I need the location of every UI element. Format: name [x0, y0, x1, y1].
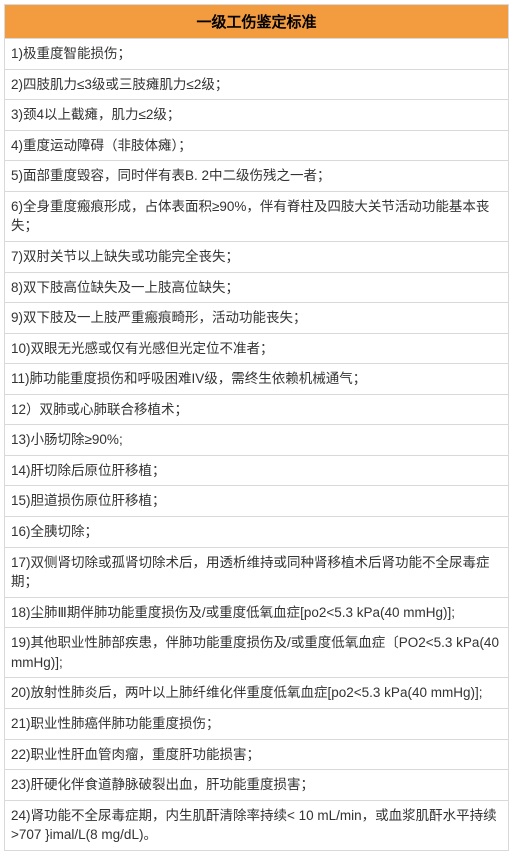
table-row: 20)放射性肺炎后，两叶以上肺纤维化伴重度低氧血症[po2<5.3 kPa(40… [5, 678, 509, 709]
table-cell: 23)肝硬化伴食道静脉破裂出血，肝功能重度损害； [5, 770, 509, 801]
table-cell: 19)其他职业性肺部疾患，伴肺功能重度损伤及/或重度低氧血症〔PO2<5.3 k… [5, 628, 509, 678]
table-row: 9)双下肢及一上肢严重瘢痕畸形，活动功能丧失； [5, 303, 509, 334]
table-row: 13)小肠切除≥90%; [5, 425, 509, 456]
table-cell: 16)全胰切除； [5, 517, 509, 548]
table-row: 16)全胰切除； [5, 517, 509, 548]
table-cell: 15)胆道损伤原位肝移植； [5, 486, 509, 517]
table-cell: 20)放射性肺炎后，两叶以上肺纤维化伴重度低氧血症[po2<5.3 kPa(40… [5, 678, 509, 709]
table-cell: 4)重度运动障碍（非肢体瘫）； [5, 130, 509, 161]
table-row: 15)胆道损伤原位肝移植； [5, 486, 509, 517]
table-row: 22)职业性肝血管肉瘤，重度肝功能损害； [5, 739, 509, 770]
table-row: 11)肺功能重度损伤和呼吸困难IV级，需终生依赖机械通气； [5, 364, 509, 395]
table-cell: 10)双眼无光感或仅有光感但光定位不准者； [5, 333, 509, 364]
table-cell: 12）双肺或心肺联合移植术； [5, 394, 509, 425]
table-cell: 18)尘肺Ⅲ期伴肺功能重度损伤及/或重度低氧血症[po2<5.3 kPa(40 … [5, 597, 509, 628]
table-cell: 6)全身重度瘢痕形成，占体表面积≥90%，伴有脊柱及四肢大关节活动功能基本丧失； [5, 191, 509, 241]
table-body: 1)极重度智能损伤；2)四肢肌力≤3级或三肢瘫肌力≤2级；3)颈4以上截瘫，肌力… [5, 39, 509, 851]
table-row: 7)双肘关节以上缺失或功能完全丧失； [5, 241, 509, 272]
table-cell: 21)职业性肺癌伴肺功能重度损伤； [5, 708, 509, 739]
table-row: 1)极重度智能损伤； [5, 39, 509, 70]
table-cell: 7)双肘关节以上缺失或功能完全丧失； [5, 241, 509, 272]
table-cell: 14)肝切除后原位肝移植； [5, 455, 509, 486]
table-cell: 13)小肠切除≥90%; [5, 425, 509, 456]
table-row: 5)面部重度毁容，同时伴有表B. 2中二级伤残之一者； [5, 161, 509, 192]
standards-table: 一级工伤鉴定标准 1)极重度智能损伤；2)四肢肌力≤3级或三肢瘫肌力≤2级；3)… [4, 4, 509, 851]
table-row: 12）双肺或心肺联合移植术； [5, 394, 509, 425]
table-header: 一级工伤鉴定标准 [5, 5, 509, 39]
table-row: 23)肝硬化伴食道静脉破裂出血，肝功能重度损害； [5, 770, 509, 801]
table-row: 4)重度运动障碍（非肢体瘫）； [5, 130, 509, 161]
table-cell: 5)面部重度毁容，同时伴有表B. 2中二级伤残之一者； [5, 161, 509, 192]
table-cell: 24)肾功能不全尿毒症期，内生肌酐清除率持续< 10 mL/min，或血浆肌酐水… [5, 800, 509, 850]
table-cell: 1)极重度智能损伤； [5, 39, 509, 70]
table-cell: 8)双下肢高位缺失及一上肢高位缺失； [5, 272, 509, 303]
table-row: 18)尘肺Ⅲ期伴肺功能重度损伤及/或重度低氧血症[po2<5.3 kPa(40 … [5, 597, 509, 628]
table-cell: 11)肺功能重度损伤和呼吸困难IV级，需终生依赖机械通气； [5, 364, 509, 395]
table-row: 14)肝切除后原位肝移植； [5, 455, 509, 486]
table-row: 3)颈4以上截瘫，肌力≤2级； [5, 100, 509, 131]
table-cell: 22)职业性肝血管肉瘤，重度肝功能损害； [5, 739, 509, 770]
table-row: 24)肾功能不全尿毒症期，内生肌酐清除率持续< 10 mL/min，或血浆肌酐水… [5, 800, 509, 850]
table-row: 17)双侧肾切除或孤肾切除术后，用透析维持或同种肾移植术后肾功能不全尿毒症期； [5, 547, 509, 597]
table-row: 10)双眼无光感或仅有光感但光定位不准者； [5, 333, 509, 364]
table-row: 19)其他职业性肺部疾患，伴肺功能重度损伤及/或重度低氧血症〔PO2<5.3 k… [5, 628, 509, 678]
table-cell: 9)双下肢及一上肢严重瘢痕畸形，活动功能丧失； [5, 303, 509, 334]
table-row: 8)双下肢高位缺失及一上肢高位缺失； [5, 272, 509, 303]
table-row: 2)四肢肌力≤3级或三肢瘫肌力≤2级； [5, 69, 509, 100]
table-cell: 3)颈4以上截瘫，肌力≤2级； [5, 100, 509, 131]
table-cell: 17)双侧肾切除或孤肾切除术后，用透析维持或同种肾移植术后肾功能不全尿毒症期； [5, 547, 509, 597]
table-container: 一级工伤鉴定标准 1)极重度智能损伤；2)四肢肌力≤3级或三肢瘫肌力≤2级；3)… [0, 0, 513, 855]
table-cell: 2)四肢肌力≤3级或三肢瘫肌力≤2级； [5, 69, 509, 100]
table-row: 6)全身重度瘢痕形成，占体表面积≥90%，伴有脊柱及四肢大关节活动功能基本丧失； [5, 191, 509, 241]
table-row: 21)职业性肺癌伴肺功能重度损伤； [5, 708, 509, 739]
